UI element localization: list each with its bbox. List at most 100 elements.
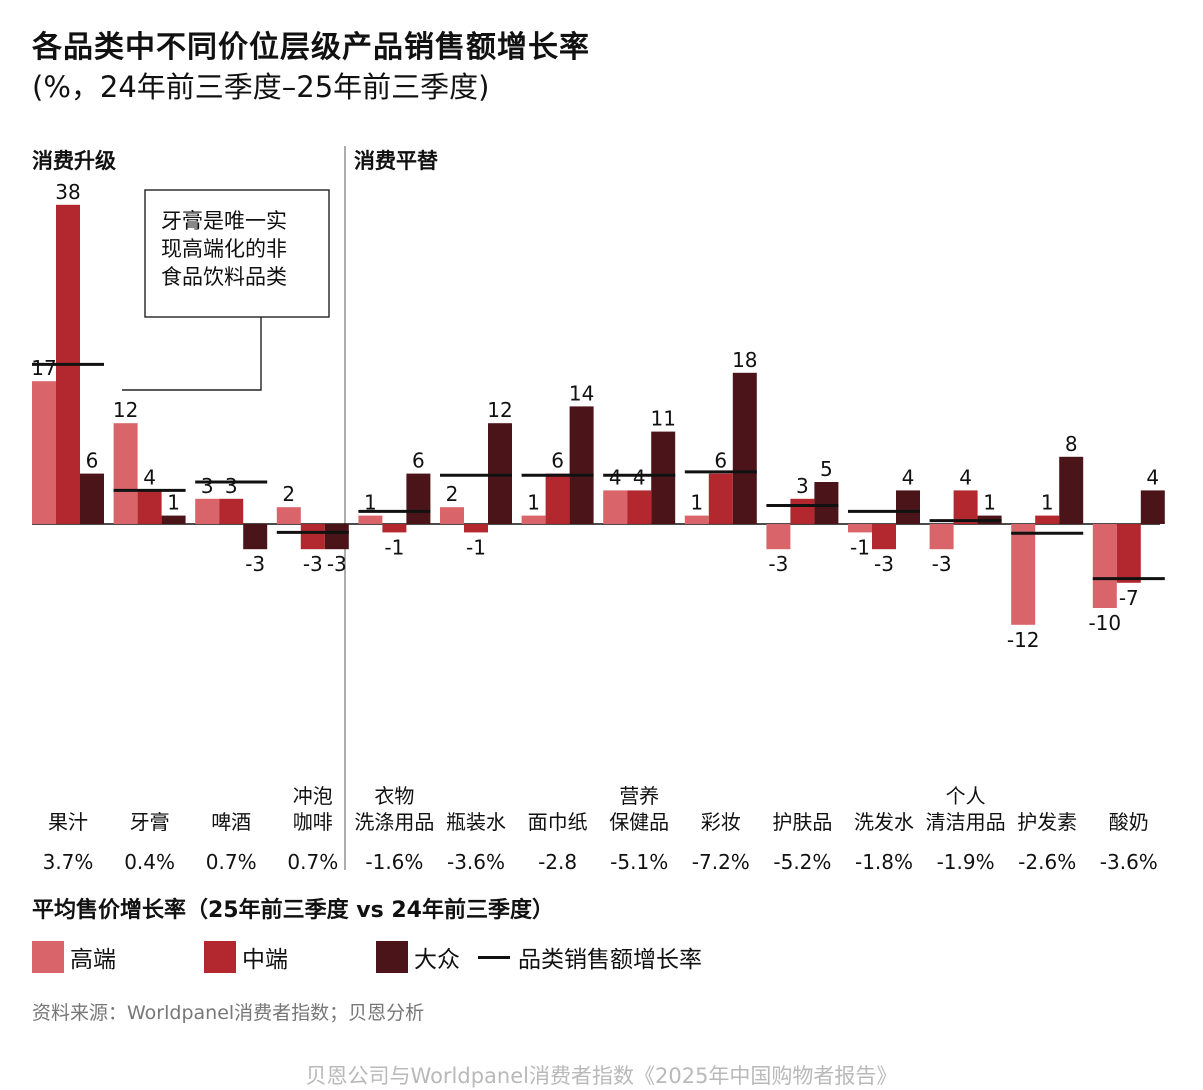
bar-mid-2: [219, 498, 244, 524]
bar-mass-6: [569, 406, 594, 524]
bar-mid-3: [300, 524, 325, 550]
price-growth-5: -3.6%: [447, 850, 505, 874]
value-label-mid-0: 38: [55, 180, 80, 204]
annotation-line-3: 食品饮料品类: [161, 265, 287, 289]
price-growth-0: 3.7%: [43, 850, 94, 874]
value-label-high-12: -12: [1007, 628, 1040, 652]
group-label-downgrade: 消费平替: [354, 149, 438, 173]
category-label-11-line1: 个人: [946, 784, 986, 808]
bar-high-12: [1011, 524, 1036, 625]
value-label-mass-12: 8: [1065, 432, 1078, 456]
category-label-2: 啤酒: [211, 810, 251, 834]
category-label-13: 酸奶: [1109, 810, 1149, 834]
value-label-mid-1: 4: [143, 465, 156, 489]
bar-high-7: [603, 490, 628, 524]
value-label-mass-9: 5: [820, 457, 833, 481]
annotation-leader-line: [122, 317, 262, 391]
bar-high-13: [1092, 524, 1117, 608]
legend-label-line: 品类销售额增长率: [518, 947, 702, 973]
bar-high-5: [440, 507, 464, 524]
value-label-high-8: 1: [690, 491, 703, 515]
price-growth-11: -1.9%: [937, 850, 995, 874]
group-label-upgrade: 消费升级: [32, 149, 116, 173]
category-label-7-line2: 保健品: [609, 810, 669, 834]
category-label-4-line1: 衣物: [374, 784, 414, 808]
legend: 高端 中端 大众 品类销售额增长率: [32, 940, 720, 974]
value-label-high-2: 3: [201, 474, 214, 498]
value-label-mass-13: 4: [1146, 465, 1159, 489]
bar-high-1: [113, 423, 138, 524]
price-growth-10: -1.8%: [855, 850, 913, 874]
legend-swatch-mid: [204, 941, 236, 973]
bar-mass-8: [732, 372, 757, 524]
value-label-mid-2: 3: [225, 474, 238, 498]
legend-item-high: 高端: [32, 940, 116, 974]
category-label-3-line1: 冲泡: [293, 784, 333, 808]
bar-mid-10: [872, 524, 896, 550]
value-label-mid-7: 4: [633, 465, 646, 489]
category-label-11-line2: 清洁用品: [926, 810, 1006, 834]
bar-mid-7: [627, 490, 652, 524]
bar-mid-8: [708, 473, 733, 524]
value-label-high-7: 4: [609, 465, 622, 489]
value-label-mid-10: -3: [874, 552, 894, 576]
value-label-mid-5: -1: [466, 535, 486, 559]
value-label-mass-4: 6: [412, 449, 425, 473]
bar-mass-2: [243, 524, 268, 550]
price-growth-4: -1.6%: [365, 850, 423, 874]
price-growth-13: -3.6%: [1100, 850, 1158, 874]
value-label-mass-0: 6: [86, 449, 99, 473]
bar-mid-6: [545, 473, 570, 524]
value-label-mid-12: 1: [1041, 491, 1054, 515]
bar-mid-5: [464, 524, 488, 533]
price-growth-9: -5.2%: [773, 850, 831, 874]
category-label-7-line1: 营养: [619, 784, 659, 808]
value-label-mass-8: 18: [732, 348, 757, 372]
value-label-mass-3: -3: [327, 552, 347, 576]
bar-mass-9: [814, 482, 839, 524]
bar-mid-9: [790, 498, 815, 524]
legend-label-high: 高端: [70, 947, 116, 973]
bar-high-8: [684, 515, 709, 524]
legend-item-line: 品类销售额增长率: [478, 940, 702, 974]
value-label-mass-5: 12: [487, 398, 512, 422]
price-growth-title: 平均售价增长率（25年前三季度 vs 24年前三季度）: [32, 898, 554, 923]
legend-swatch-high: [32, 941, 64, 973]
bar-high-6: [521, 515, 546, 524]
category-label-10: 洗发水: [854, 810, 914, 834]
legend-label-mass: 大众: [414, 947, 460, 973]
bar-mass-7: [651, 431, 676, 524]
value-label-high-11: -3: [932, 552, 952, 576]
bar-mass-5: [488, 423, 512, 524]
value-label-mid-8: 6: [714, 449, 727, 473]
bar-high-11: [929, 524, 954, 550]
value-label-high-0: 17: [31, 356, 56, 380]
bar-mass-0: [80, 473, 104, 524]
bar-high-9: [766, 524, 791, 550]
value-label-mid-4: -1: [384, 535, 404, 559]
bar-high-2: [195, 498, 220, 524]
value-label-mid-3: -3: [303, 552, 323, 576]
value-label-high-3: 2: [282, 482, 295, 506]
category-label-8: 彩妆: [701, 810, 741, 834]
value-label-high-1: 12: [113, 398, 138, 422]
value-label-mass-2: -3: [245, 552, 265, 576]
bar-mass-13: [1140, 490, 1165, 524]
price-growth-12: -2.6%: [1018, 850, 1076, 874]
value-label-mass-7: 11: [650, 407, 675, 431]
category-label-9: 护肤品: [772, 810, 832, 834]
price-growth-8: -7.2%: [692, 850, 750, 874]
value-label-mid-9: 3: [796, 474, 809, 498]
bar-mid-1: [137, 490, 162, 524]
chart-subtitle: (%，24年前三季度–25年前三季度): [32, 70, 490, 104]
category-label-0: 果汁: [48, 810, 88, 834]
price-growth-2: 0.7%: [206, 850, 257, 874]
category-label-3-line2: 咖啡: [293, 810, 333, 834]
price-growth-6: -2.8: [538, 850, 577, 874]
legend-swatch-mass: [376, 941, 408, 973]
value-label-mass-11: 1: [983, 491, 996, 515]
bar-mass-10: [896, 490, 920, 524]
price-growth-3: 0.7%: [287, 850, 338, 874]
bar-mass-4: [406, 473, 431, 524]
